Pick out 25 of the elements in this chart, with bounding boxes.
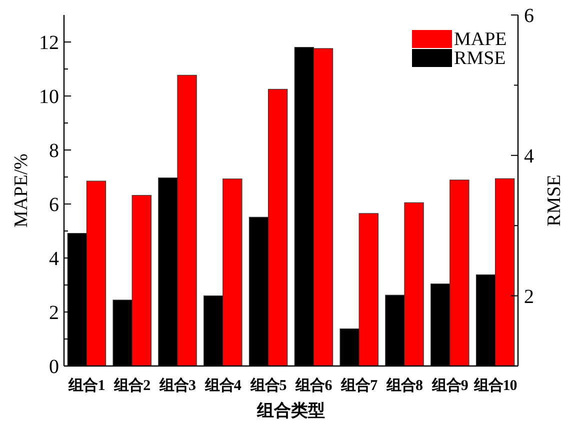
x-tick-label: 组合10 [472, 377, 517, 394]
x-tick-label: 组合9 [430, 377, 468, 394]
y-tick-label: 12 [39, 32, 59, 54]
y-tick-label: 0 [49, 356, 59, 378]
x-tick-label: 组合8 [386, 377, 422, 394]
x-tick-label: 组合7 [340, 377, 378, 394]
y2-tick-label: 6 [524, 5, 534, 27]
x-tick-label: 组合2 [113, 377, 150, 394]
y-tick-label: 2 [49, 302, 59, 324]
x-tick-label: 组合5 [249, 377, 286, 394]
y2-axis-title: RMSE [544, 174, 565, 226]
y-tick-label: 8 [49, 140, 59, 162]
legend-label: RMSE [454, 48, 506, 69]
x-tick-label: 组合1 [68, 377, 105, 394]
y-tick-label: 6 [49, 194, 59, 216]
x-tick-label: 组合6 [294, 377, 333, 394]
y-axis-title: MAPE/% [11, 153, 32, 228]
y2-tick-label: 4 [524, 145, 534, 168]
x-axis-title: 组合类型 [256, 401, 325, 420]
y-tick-label: 10 [39, 86, 59, 108]
x-tick-label: 组合3 [158, 377, 196, 394]
y-tick-label: 4 [49, 248, 59, 270]
legend-label: MAPE [454, 29, 507, 50]
y2-tick-label: 2 [524, 286, 534, 308]
x-tick-label: 组合4 [204, 377, 242, 394]
